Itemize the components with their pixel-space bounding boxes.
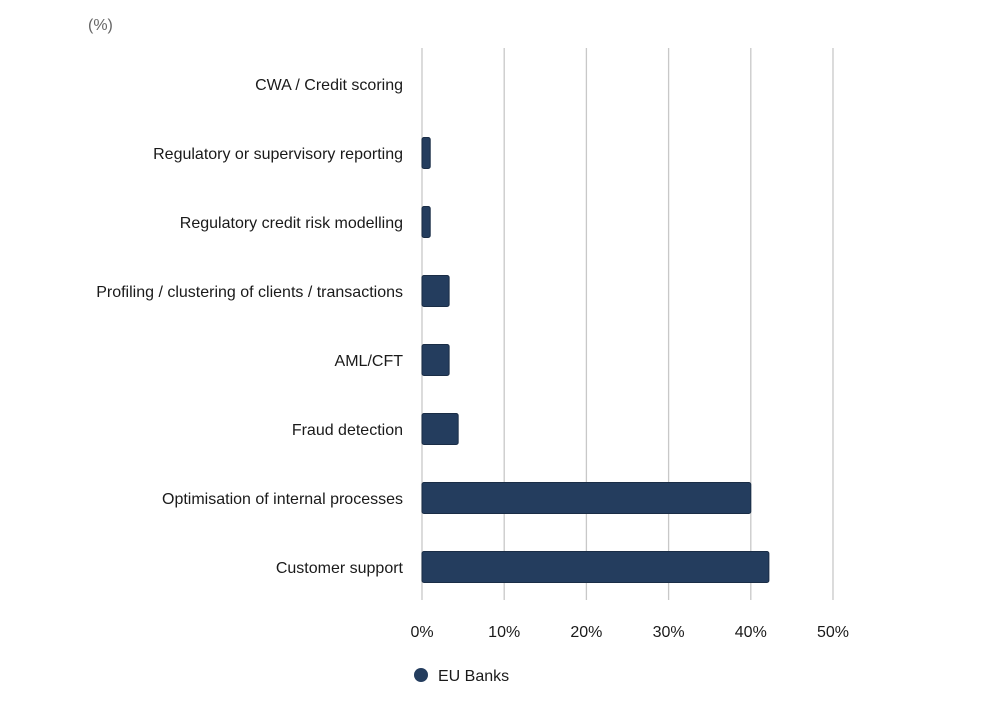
category-labels: CWA / Credit scoring Regulatory or superv…	[96, 77, 403, 577]
bar-5	[421, 413, 459, 445]
category-label-7: Customer support	[276, 560, 404, 577]
bar-6	[421, 482, 752, 514]
category-label-5: Fraud detection	[292, 422, 403, 439]
x-tick-label-3: 30%	[653, 624, 685, 641]
x-tick-label-1: 10%	[488, 624, 520, 641]
category-label-4: AML/CFT	[335, 353, 404, 370]
x-tick-label-5: 50%	[817, 624, 849, 641]
unit-label: (%)	[88, 17, 113, 34]
x-tick-label-4: 40%	[735, 624, 767, 641]
category-label-1: Regulatory or supervisory reporting	[153, 146, 403, 163]
bars	[421, 137, 770, 583]
category-label-3: Profiling / clustering of clients / tran…	[96, 284, 403, 301]
legend-label: EU Banks	[438, 668, 509, 685]
legend: EU Banks	[414, 668, 509, 685]
category-label-2: Regulatory credit risk modelling	[180, 215, 403, 232]
x-axis-tick-labels: 0% 10% 20% 30% 40% 50%	[410, 624, 849, 641]
bar-4	[421, 344, 450, 376]
category-label-0: CWA / Credit scoring	[255, 77, 403, 94]
x-tick-label-2: 20%	[570, 624, 602, 641]
bar-7	[421, 551, 770, 583]
bar-2	[421, 206, 431, 238]
legend-marker	[414, 668, 428, 682]
category-label-6: Optimisation of internal processes	[162, 491, 403, 508]
gridlines	[421, 48, 834, 600]
bar-3	[421, 275, 450, 307]
x-tick-label-0: 0%	[410, 624, 433, 641]
bar-1	[421, 137, 431, 169]
